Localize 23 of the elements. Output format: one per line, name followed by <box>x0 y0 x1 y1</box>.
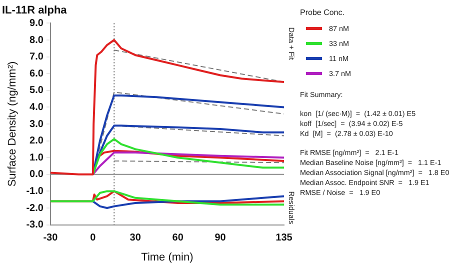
x-tick-label: -30 <box>43 232 58 244</box>
y-tick-label: 5.0 <box>30 85 44 96</box>
y-axis-title: Surface Density (ng/mm²) <box>6 61 19 187</box>
y-tick-label: -3.0 <box>26 220 44 231</box>
x-tick-label: 135 <box>276 232 293 244</box>
y-tick-label: 1.0 <box>30 152 44 164</box>
legend-title: Probe Conc. <box>300 8 346 17</box>
y-tick-label: 2.0 <box>30 136 44 147</box>
x-tick-label: 0 <box>90 232 96 244</box>
y-tick-label: 6.0 <box>30 68 44 80</box>
y-tick-label: -1.0 <box>26 186 44 197</box>
y-tick-label: 9.0 <box>30 18 44 29</box>
y-tick-label: -2.0 <box>26 202 44 214</box>
x-tick-label: 60 <box>172 232 184 244</box>
y-tick-label: 0.0 <box>30 169 44 180</box>
x-tick-label: 90 <box>214 232 226 244</box>
x-tick-label: 30 <box>130 232 142 244</box>
x-axis-title: Time (min) <box>141 251 194 264</box>
y-tick-label: 3.0 <box>30 118 44 130</box>
y-tick-label: 7.0 <box>30 52 44 63</box>
chart-title: IL-11R alpha <box>2 4 68 17</box>
y-tick-label: 4.0 <box>30 102 44 113</box>
y-tick-label: 8.0 <box>30 34 44 46</box>
